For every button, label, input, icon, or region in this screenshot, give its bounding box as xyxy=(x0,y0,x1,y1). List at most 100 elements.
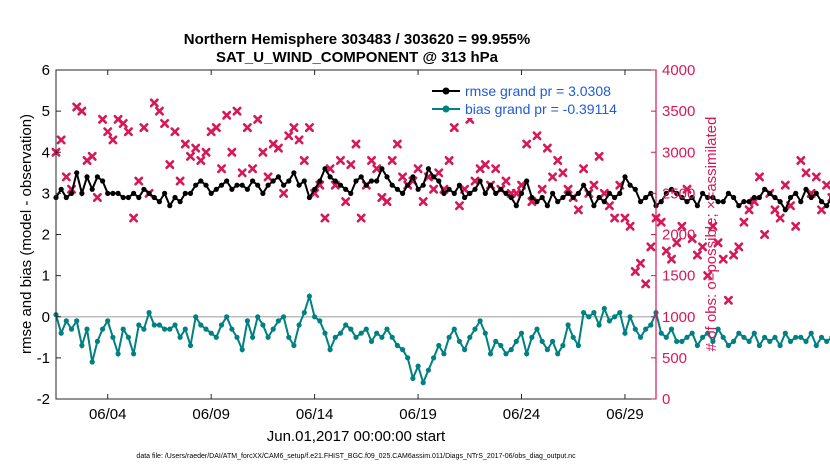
obs-marker xyxy=(713,238,723,248)
rmse-point xyxy=(674,190,680,196)
bias-point xyxy=(255,314,261,320)
bias-point xyxy=(353,334,359,340)
y-right-tick-label: 3500 xyxy=(662,103,695,120)
obs-marker xyxy=(610,213,620,223)
rmse-point xyxy=(441,190,447,196)
obs-marker xyxy=(294,135,304,145)
rmse-point xyxy=(550,190,556,196)
rmse-point xyxy=(301,178,307,184)
rmse-point xyxy=(694,203,701,209)
rmse-point xyxy=(74,170,80,176)
obs-marker xyxy=(811,172,821,182)
bias-point xyxy=(208,330,214,336)
rmse-point xyxy=(368,178,375,184)
obs-marker xyxy=(801,168,811,178)
y-left-tick-label: 5 xyxy=(42,103,50,120)
rmse-point xyxy=(156,199,162,205)
rmse-point xyxy=(477,178,483,184)
x-tick-label: 06/24 xyxy=(503,406,541,423)
rmse-series xyxy=(53,166,830,213)
bias-point xyxy=(327,347,333,353)
obs-marker xyxy=(698,242,708,252)
obs-marker xyxy=(589,180,599,190)
obs-marker xyxy=(387,155,397,165)
obs-marker xyxy=(537,184,547,194)
bias-point xyxy=(694,342,701,349)
bias-point xyxy=(518,330,525,336)
rmse-point xyxy=(451,190,457,196)
obs-marker xyxy=(625,221,635,231)
obs-marker xyxy=(185,151,195,161)
rmse-point xyxy=(725,190,732,196)
rmse-point xyxy=(617,190,623,196)
rmse-point xyxy=(384,174,390,180)
obs-marker xyxy=(398,172,408,182)
rmse-point xyxy=(250,178,256,184)
rmse-point xyxy=(720,199,726,205)
bias-point xyxy=(803,338,809,344)
bias-point xyxy=(374,330,380,336)
bias-point xyxy=(394,342,400,349)
bias-line xyxy=(55,292,830,386)
rmse-point xyxy=(286,178,292,184)
bias-point xyxy=(575,342,582,349)
obs-marker xyxy=(703,271,713,281)
bias-point xyxy=(198,322,204,328)
obs-marker xyxy=(661,246,671,256)
bias-point xyxy=(291,342,297,349)
obs-marker xyxy=(775,213,785,223)
obs-marker xyxy=(729,250,739,260)
bias-point xyxy=(156,322,162,328)
legend-bias-marker xyxy=(442,105,450,113)
rmse-point xyxy=(715,199,721,205)
obs-marker xyxy=(672,238,682,248)
rmse-point xyxy=(762,186,768,192)
obs-marker xyxy=(346,160,356,170)
legend-rmse-marker xyxy=(442,87,450,95)
bias-point xyxy=(348,326,354,332)
bias-point xyxy=(539,338,545,344)
obs-marker xyxy=(123,127,133,137)
obs-marker xyxy=(149,98,159,108)
obs-marker xyxy=(723,295,733,305)
bias-point xyxy=(213,334,219,340)
bias-point xyxy=(756,342,763,349)
rmse-point xyxy=(198,178,204,184)
bias-point xyxy=(741,334,747,340)
obs-marker xyxy=(434,168,444,178)
bias-point xyxy=(503,351,509,357)
y-right-tick-label: 3000 xyxy=(662,144,695,161)
bias-point xyxy=(58,330,64,336)
obs-marker xyxy=(480,160,490,170)
bias-point xyxy=(400,347,406,353)
x-axis-label: Jun.01,2017 00:00:00 start xyxy=(267,428,446,445)
obs-marker xyxy=(222,110,232,120)
rmse-point xyxy=(524,178,530,184)
bias-point xyxy=(565,322,571,328)
rmse-point xyxy=(751,194,757,201)
bias-point xyxy=(431,355,437,361)
bias-point xyxy=(275,318,281,324)
y-axis-left: -2 -1 0 1 2 3 4 5 6 xyxy=(37,62,61,408)
bias-point xyxy=(508,347,514,353)
bias-point xyxy=(162,326,168,332)
bias-point xyxy=(586,314,592,320)
bias-point xyxy=(389,334,395,340)
obs-marker xyxy=(734,242,744,252)
rmse-point xyxy=(482,190,488,196)
bias-point xyxy=(415,363,421,369)
rmse-point xyxy=(539,194,545,201)
bias-point xyxy=(720,334,726,340)
rmse-point xyxy=(581,182,587,188)
bias-series xyxy=(53,292,830,386)
bias-point xyxy=(410,375,416,381)
rmse-point xyxy=(663,190,669,196)
y-left-tick-label: 1 xyxy=(42,268,50,285)
bias-point xyxy=(679,338,685,344)
rmse-point xyxy=(208,190,214,196)
rmse-point xyxy=(146,190,152,196)
obs-marker xyxy=(180,139,190,149)
bias-point xyxy=(529,334,535,340)
bias-point xyxy=(332,334,338,340)
